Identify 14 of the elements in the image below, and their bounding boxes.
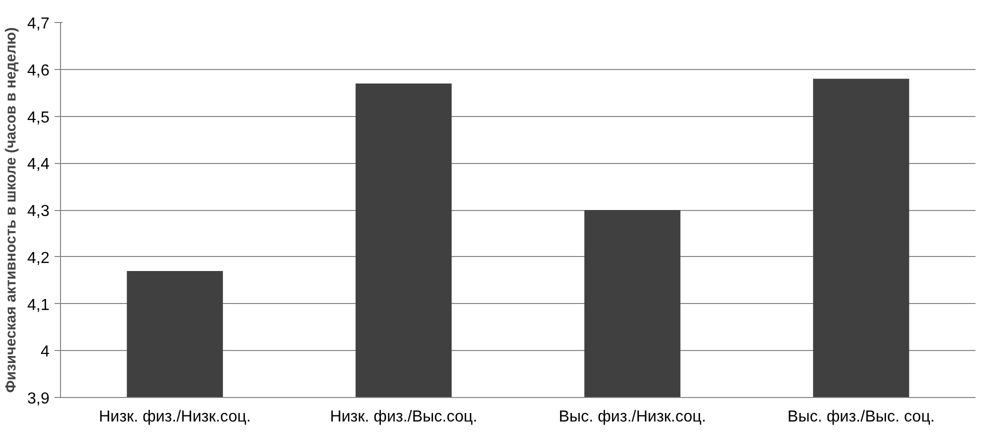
y-tick-label: 4,5 [27,109,50,126]
y-tick-label: 4,1 [27,296,50,314]
y-tick-label: 4,6 [27,62,50,80]
y-tick-label: 4 [40,344,50,361]
y-axis-title: Физическая активность в школе (часов в неделю) [3,27,20,393]
x-tick-label: Низк. физ./Низк.соц. [98,408,251,426]
x-tick-label: Низк. физ./Выс.соц. [330,408,478,426]
x-tick-label: Выс. физ./Выс. соц. [788,408,935,426]
y-tick-label: 4,2 [27,250,50,267]
y-tick-label: 3,9 [27,390,50,408]
y-tick-label: 4,7 [27,16,50,32]
x-tick-label: Выс. физ./Низк.соц. [558,408,706,426]
y-tick-label: 4,4 [27,156,50,174]
y-tick-label: 4,3 [27,203,50,220]
